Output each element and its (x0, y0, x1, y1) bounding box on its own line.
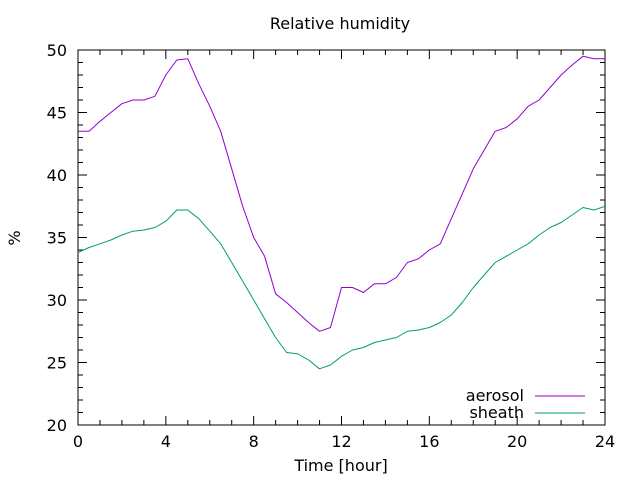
chart-title: Relative humidity (270, 14, 410, 33)
y-tick-label: 20 (47, 416, 67, 435)
y-tick-label: 35 (47, 229, 67, 248)
x-axis-label: Time [hour] (293, 456, 387, 475)
series-layer (77, 55, 606, 370)
plot-frame (77, 49, 606, 426)
y-tick-label: 30 (47, 291, 67, 310)
legend-label-sheath: sheath (469, 403, 524, 422)
x-tick-label: 0 (73, 432, 83, 451)
x-tick-label: 8 (249, 432, 259, 451)
legend-label-aerosol: aerosol (466, 386, 524, 405)
x-tick-label: 12 (331, 432, 351, 451)
y-axis-label: % (5, 230, 24, 245)
y-tick-label: 25 (47, 354, 67, 373)
y-tick-label: 45 (47, 104, 67, 123)
x-tick-label: 20 (507, 432, 527, 451)
legend: aerosol sheath (466, 386, 585, 422)
x-tick-label: 4 (161, 432, 171, 451)
x-tick-label: 16 (419, 432, 439, 451)
y-tick-label: 50 (47, 41, 67, 60)
series-line-sheath (77, 205, 606, 370)
y-axis-ticks (78, 49, 605, 426)
series-line-aerosol (78, 55, 605, 332)
y-tick-label: 40 (47, 166, 67, 185)
x-axis-tick-labels: 0 4 8 12 16 20 24 (73, 432, 615, 451)
y-axis-tick-labels: 20 25 30 35 40 45 50 (47, 41, 67, 435)
x-tick-label: 24 (595, 432, 615, 451)
x-axis-ticks (77, 50, 606, 425)
